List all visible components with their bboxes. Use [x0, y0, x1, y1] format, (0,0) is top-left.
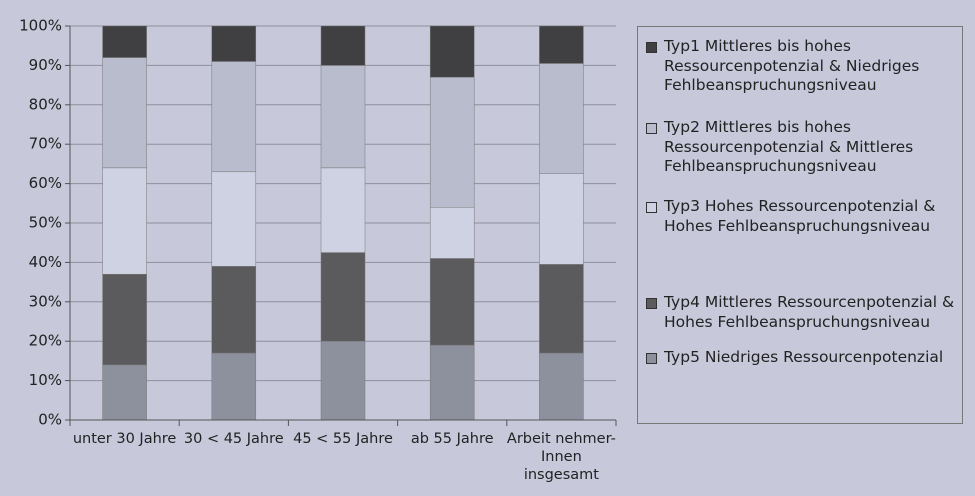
bar-segment	[429, 76, 475, 208]
legend-item: Typ2 Mittleres bis hohes Ressourcenpoten…	[646, 118, 956, 177]
bar-segment	[211, 266, 257, 354]
bar-segment	[320, 252, 366, 342]
x-tick-label: ab 55 Jahre	[410, 431, 494, 447]
bar-segment	[102, 57, 147, 169]
bar-segment	[539, 63, 584, 174]
x-tick-label: Arbeit nehmer-Innen insgesamt	[506, 431, 616, 483]
legend-item: Typ1 Mittleres bis hohes Ressourcenpoten…	[646, 37, 956, 96]
bar-segment	[211, 171, 257, 267]
y-tick-label: 80%	[29, 95, 62, 113]
bar-segment	[429, 206, 475, 259]
x-tick-label: 30 < 45 Jahre	[183, 431, 284, 447]
y-tick-label: 20%	[29, 332, 62, 350]
bar-segment	[539, 352, 584, 421]
y-tick-label: 90%	[29, 56, 62, 74]
bar-segment	[320, 65, 366, 169]
bar-segment	[539, 25, 584, 64]
y-tick-label: 0%	[38, 411, 62, 429]
bar-segment	[211, 25, 257, 62]
legend: Typ1 Mittleres bis hohes Ressourcenpoten…	[637, 26, 963, 424]
bar-segment	[211, 352, 257, 421]
bar-segment	[539, 264, 584, 354]
bar-segment	[429, 25, 475, 78]
bar-segment	[102, 167, 147, 275]
bar-segment	[539, 173, 584, 265]
bar-segment	[102, 25, 147, 58]
y-tick-label: 40%	[29, 253, 62, 271]
bar-segment	[320, 167, 366, 253]
bar-segment	[102, 273, 147, 366]
y-tick-label: 30%	[29, 292, 62, 310]
legend-swatch	[646, 202, 657, 213]
legend-swatch	[646, 123, 657, 134]
bar-segment	[320, 25, 366, 66]
bar-segment	[320, 340, 366, 421]
y-tick-label: 10%	[29, 371, 62, 389]
legend-swatch	[646, 42, 657, 53]
bar-segment	[102, 364, 147, 421]
bar-segment	[211, 61, 257, 173]
y-tick-label: 70%	[29, 135, 62, 153]
legend-item: Typ4 Mittleres Ressourcenpotenzial & Hoh…	[646, 293, 956, 332]
y-tick-label: 60%	[29, 174, 62, 192]
bar-segment	[429, 258, 475, 346]
legend-swatch	[646, 353, 657, 364]
legend-swatch	[646, 298, 657, 309]
bar-segment	[429, 344, 475, 421]
legend-item: Typ3 Hohes Ressourcenpotenzial & Hohes F…	[646, 197, 956, 236]
x-tick-label: unter 30 Jahre	[72, 431, 177, 447]
y-tick-label: 50%	[29, 214, 62, 232]
y-tick-label: 100%	[19, 17, 62, 35]
x-tick-label: 45 < 55 Jahre	[293, 431, 393, 447]
legend-item: Typ5 Niedriges Ressourcenpotenzial	[646, 348, 956, 368]
